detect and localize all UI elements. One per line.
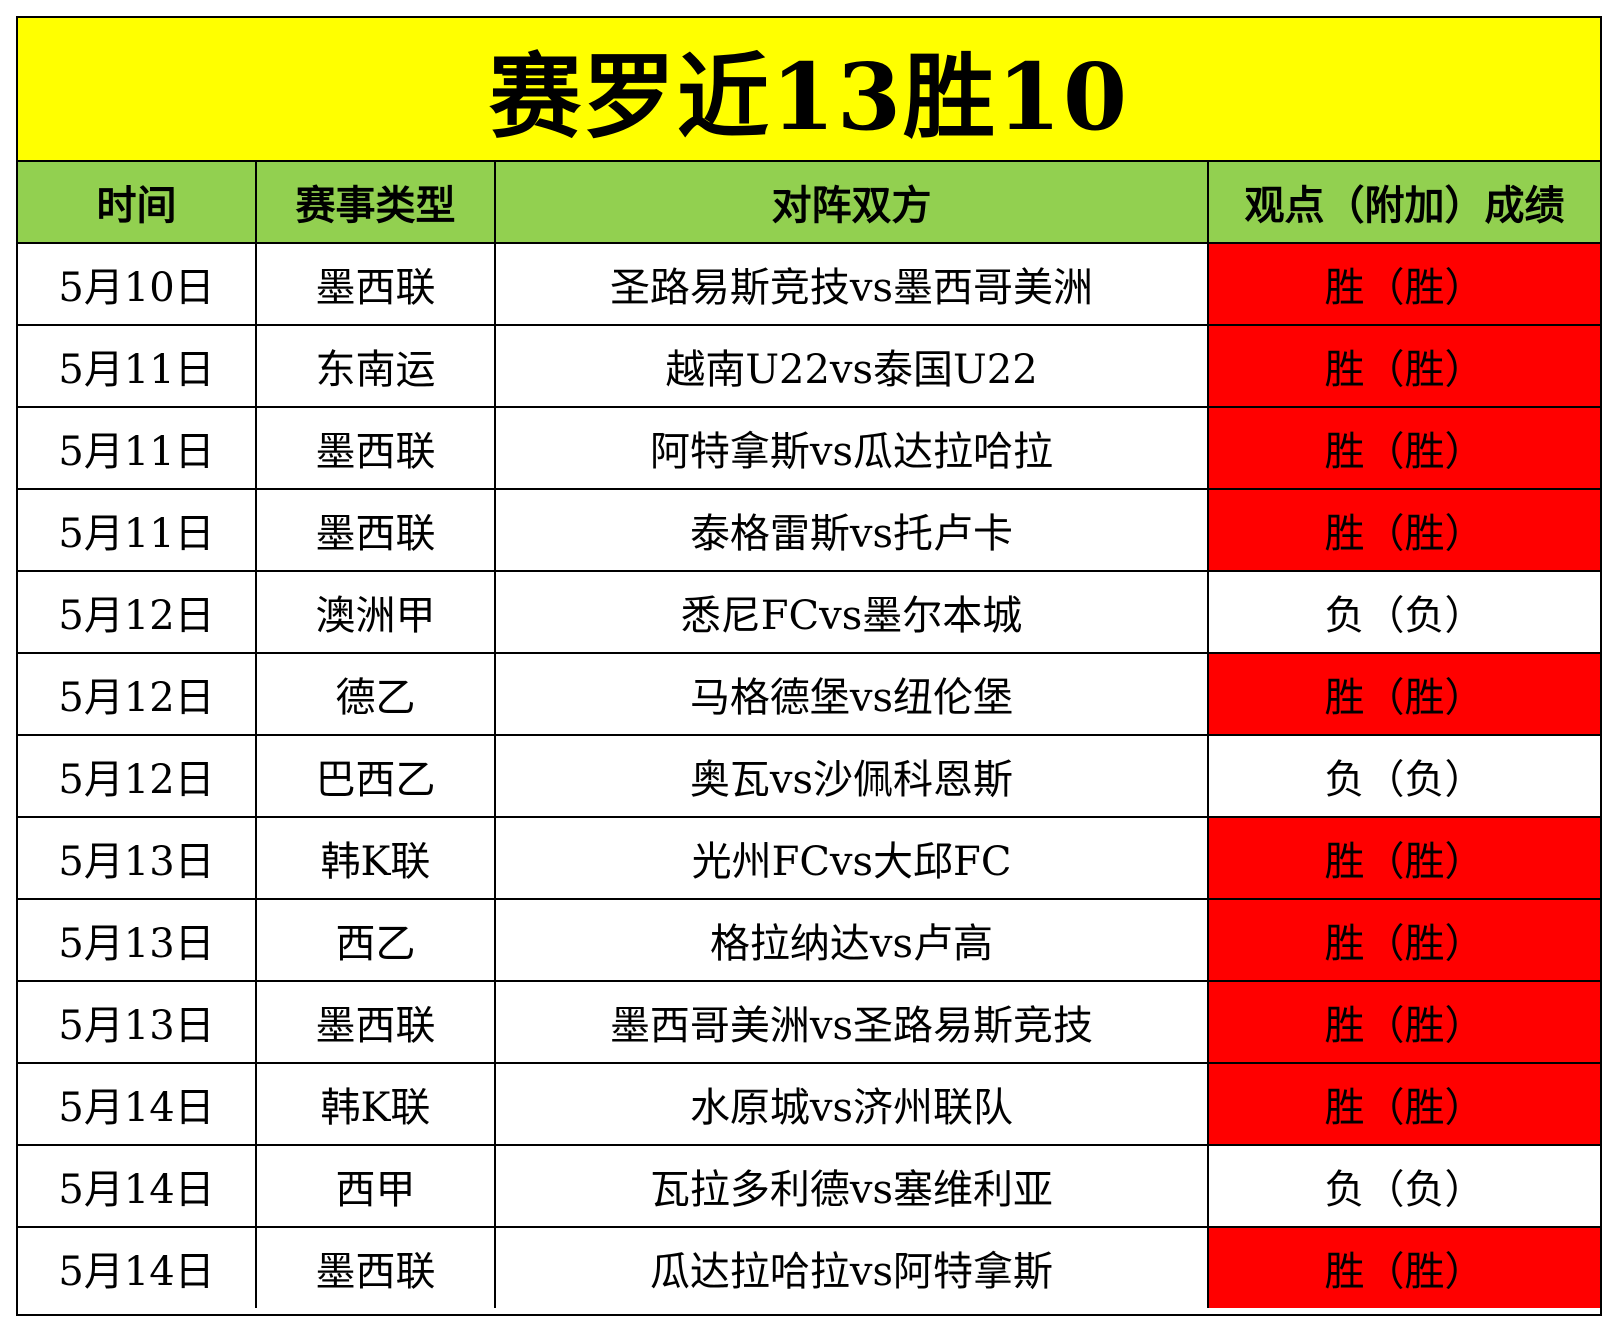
table-row: 5月14日 韩K联 水原城vs济州联队 胜（胜） bbox=[18, 1062, 1600, 1146]
result-cell: 胜（胜） bbox=[1207, 324, 1600, 408]
result-cell: 胜（胜） bbox=[1207, 652, 1600, 736]
table-row: 5月10日 墨西联 圣路易斯竞技vs墨西哥美洲 胜（胜） bbox=[18, 242, 1600, 326]
league-cell: 德乙 bbox=[255, 652, 496, 736]
match-cell: 墨西哥美洲vs圣路易斯竞技 bbox=[494, 980, 1209, 1064]
league-cell: 澳洲甲 bbox=[255, 570, 496, 654]
result-cell: 负（负） bbox=[1207, 570, 1600, 654]
date-cell: 5月13日 bbox=[18, 980, 257, 1064]
date-cell: 5月12日 bbox=[18, 652, 257, 736]
result-cell: 胜（胜） bbox=[1207, 1062, 1600, 1146]
table-row: 5月14日 墨西联 瓜达拉哈拉vs阿特拿斯 胜（胜） bbox=[18, 1226, 1600, 1308]
league-cell: 东南运 bbox=[255, 324, 496, 408]
date-cell: 5月14日 bbox=[18, 1144, 257, 1228]
table-row: 5月11日 东南运 越南U22vs泰国U22 胜（胜） bbox=[18, 324, 1600, 408]
result-cell: 负（负） bbox=[1207, 734, 1600, 818]
table-row: 5月13日 西乙 格拉纳达vs卢高 胜（胜） bbox=[18, 898, 1600, 982]
result-cell: 胜（胜） bbox=[1207, 488, 1600, 572]
date-cell: 5月13日 bbox=[18, 898, 257, 982]
date-cell: 5月11日 bbox=[18, 406, 257, 490]
result-cell: 胜（胜） bbox=[1207, 898, 1600, 982]
table-row: 5月12日 德乙 马格德堡vs纽伦堡 胜（胜） bbox=[18, 652, 1600, 736]
header-time: 时间 bbox=[18, 162, 257, 244]
match-cell: 悉尼FCvs墨尔本城 bbox=[494, 570, 1209, 654]
date-cell: 5月14日 bbox=[18, 1062, 257, 1146]
sheet-title: 赛罗近13胜10 bbox=[18, 18, 1600, 162]
match-cell: 水原城vs济州联队 bbox=[494, 1062, 1209, 1146]
results-sheet: 赛罗近13胜10 时间 赛事类型 对阵双方 观点（附加）成绩 5月10日 墨西联圣… bbox=[16, 16, 1602, 1316]
header-result: 观点（附加）成绩 bbox=[1207, 162, 1600, 244]
date-cell: 5月13日 bbox=[18, 816, 257, 900]
date-cell: 5月11日 bbox=[18, 324, 257, 408]
result-cell: 胜（胜） bbox=[1207, 242, 1600, 326]
match-cell: 阿特拿斯vs瓜达拉哈拉 bbox=[494, 406, 1209, 490]
header-row: 时间 赛事类型 对阵双方 观点（附加）成绩 bbox=[18, 162, 1600, 244]
table-row: 5月13日 墨西联 墨西哥美洲vs圣路易斯竞技 胜（胜） bbox=[18, 980, 1600, 1064]
header-match: 对阵双方 bbox=[494, 162, 1209, 244]
league-cell: 墨西联 bbox=[255, 406, 496, 490]
league-cell: 墨西联 bbox=[255, 980, 496, 1064]
league-cell: 西乙 bbox=[255, 898, 496, 982]
date-cell: 5月11日 bbox=[18, 488, 257, 572]
match-cell: 瓜达拉哈拉vs阿特拿斯 bbox=[494, 1226, 1209, 1308]
result-cell: 胜（胜） bbox=[1207, 816, 1600, 900]
league-cell: 韩K联 bbox=[255, 1062, 496, 1146]
date-cell: 5月10日 bbox=[18, 242, 257, 326]
date-cell: 5月12日 bbox=[18, 734, 257, 818]
league-cell: 墨西联 bbox=[255, 242, 496, 326]
table-row: 5月13日 韩K联 光州FCvs大邱FC 胜（胜） bbox=[18, 816, 1600, 900]
league-cell: 墨西联 bbox=[255, 1226, 496, 1308]
header-league: 赛事类型 bbox=[255, 162, 496, 244]
result-cell: 胜（胜） bbox=[1207, 980, 1600, 1064]
match-cell: 泰格雷斯vs托卢卡 bbox=[494, 488, 1209, 572]
result-cell: 负（负） bbox=[1207, 1144, 1600, 1228]
league-cell: 墨西联 bbox=[255, 488, 496, 572]
match-cell: 格拉纳达vs卢高 bbox=[494, 898, 1209, 982]
table-row: 5月14日 西甲 瓦拉多利德vs塞维利亚 负（负） bbox=[18, 1144, 1600, 1228]
table-row: 5月11日 墨西联 阿特拿斯vs瓜达拉哈拉 胜（胜） bbox=[18, 406, 1600, 490]
result-cell: 胜（胜） bbox=[1207, 1226, 1600, 1308]
match-cell: 马格德堡vs纽伦堡 bbox=[494, 652, 1209, 736]
results-table: 时间 赛事类型 对阵双方 观点（附加）成绩 5月10日 墨西联 圣路易斯竞技vs墨西… bbox=[18, 162, 1600, 1308]
table-body: 5月10日 墨西联 圣路易斯竞技vs墨西哥美洲 胜（胜） 5月11日 东南运 越南U22vs… bbox=[18, 242, 1600, 1308]
match-cell: 瓦拉多利德vs塞维利亚 bbox=[494, 1144, 1209, 1228]
league-cell: 巴西乙 bbox=[255, 734, 496, 818]
league-cell: 韩K联 bbox=[255, 816, 496, 900]
table-row: 5月11日 墨西联 泰格雷斯vs托卢卡 胜（胜） bbox=[18, 488, 1600, 572]
result-cell: 胜（胜） bbox=[1207, 406, 1600, 490]
match-cell: 圣路易斯竞技vs墨西哥美洲 bbox=[494, 242, 1209, 326]
league-cell: 西甲 bbox=[255, 1144, 496, 1228]
date-cell: 5月12日 bbox=[18, 570, 257, 654]
match-cell: 奥瓦vs沙佩科恩斯 bbox=[494, 734, 1209, 818]
match-cell: 光州FCvs大邱FC bbox=[494, 816, 1209, 900]
table-row: 5月12日 澳洲甲 悉尼FCvs墨尔本城 负（负） bbox=[18, 570, 1600, 654]
match-cell: 越南U22vs泰国U22 bbox=[494, 324, 1209, 408]
table-row: 5月12日 巴西乙 奥瓦vs沙佩科恩斯 负（负） bbox=[18, 734, 1600, 818]
date-cell: 5月14日 bbox=[18, 1226, 257, 1308]
